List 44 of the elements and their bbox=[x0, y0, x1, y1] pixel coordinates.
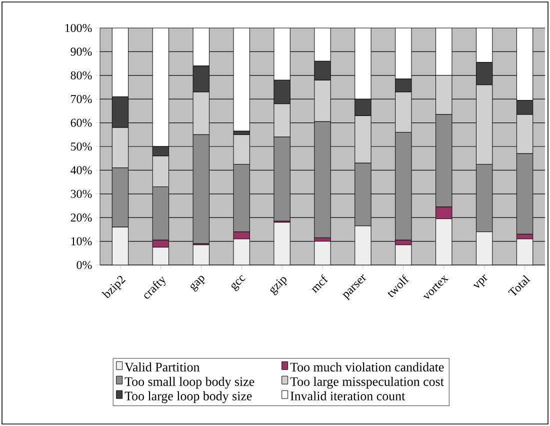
y-tick-label: 40% bbox=[70, 166, 92, 174]
x-tick-label: gcc bbox=[231, 275, 246, 292]
bar bbox=[314, 28, 331, 62]
legend-label: Too much violation candidate bbox=[290, 362, 444, 372]
x-tick-label: vpr bbox=[473, 274, 488, 288]
bar bbox=[476, 28, 493, 63]
legend-label: Too large misspeculation cost bbox=[290, 376, 444, 389]
y-tick-label: 20% bbox=[70, 214, 92, 222]
bar bbox=[192, 28, 210, 66]
bar bbox=[436, 218, 452, 265]
legend-label: Too small loop body size bbox=[124, 376, 254, 389]
y-tick-label: 90% bbox=[70, 48, 92, 56]
bar bbox=[516, 238, 534, 265]
y-tick-label: 10% bbox=[71, 237, 92, 246]
x-tick-label: gap bbox=[190, 276, 206, 292]
bar bbox=[354, 28, 372, 100]
bar bbox=[233, 28, 250, 132]
bar bbox=[152, 246, 170, 265]
bar bbox=[274, 222, 290, 265]
x-tick-label: gzip bbox=[270, 277, 288, 296]
y-tick-label: 80% bbox=[70, 71, 92, 80]
y-tick-label: 0% bbox=[76, 260, 92, 270]
y-tick-label: 70% bbox=[71, 95, 92, 104]
bar bbox=[516, 28, 534, 101]
bar bbox=[354, 226, 372, 265]
bar bbox=[152, 28, 170, 147]
y-tick-label: 60% bbox=[70, 118, 92, 127]
bar bbox=[476, 232, 493, 265]
y-tick-label: 100% bbox=[65, 24, 92, 32]
bar bbox=[112, 28, 129, 97]
bar bbox=[436, 28, 452, 76]
x-tick-label: mcf bbox=[312, 274, 328, 294]
y-tick-label: 30% bbox=[70, 190, 92, 198]
bar bbox=[395, 28, 412, 80]
legend-label: Valid Partition bbox=[124, 362, 200, 372]
bar bbox=[314, 241, 331, 265]
legend-label: Too large loop body size bbox=[124, 391, 252, 404]
legend-label: Invalid iteration count bbox=[290, 391, 406, 400]
bar bbox=[233, 238, 250, 265]
bar bbox=[192, 244, 210, 265]
bar bbox=[395, 244, 412, 265]
bar bbox=[112, 226, 129, 265]
y-tick-label: 50% bbox=[71, 142, 92, 151]
bar bbox=[274, 28, 290, 80]
